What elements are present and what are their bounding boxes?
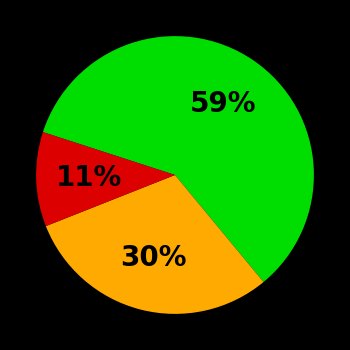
Wedge shape (46, 175, 264, 314)
Text: 59%: 59% (190, 90, 257, 118)
Wedge shape (36, 132, 175, 226)
Text: 30%: 30% (120, 244, 187, 272)
Text: 11%: 11% (56, 164, 122, 192)
Wedge shape (43, 36, 314, 282)
